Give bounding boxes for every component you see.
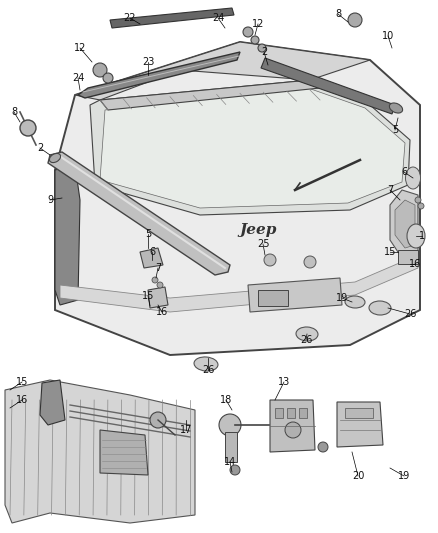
Polygon shape <box>60 255 418 312</box>
Polygon shape <box>40 380 65 425</box>
Text: 16: 16 <box>156 307 168 317</box>
Polygon shape <box>148 287 168 308</box>
Polygon shape <box>55 42 420 355</box>
Text: 9: 9 <box>47 195 53 205</box>
Ellipse shape <box>406 167 420 189</box>
Text: 8: 8 <box>335 9 341 19</box>
Polygon shape <box>337 402 383 447</box>
Circle shape <box>348 13 362 27</box>
Text: 12: 12 <box>252 19 264 29</box>
Circle shape <box>150 412 166 428</box>
Text: 18: 18 <box>220 395 232 405</box>
Polygon shape <box>75 42 370 100</box>
Text: 2: 2 <box>261 47 267 57</box>
Text: 6: 6 <box>149 247 155 257</box>
Text: 16: 16 <box>16 395 28 405</box>
Text: 24: 24 <box>212 13 224 23</box>
Text: 23: 23 <box>142 57 154 67</box>
Text: 19: 19 <box>398 471 410 481</box>
Polygon shape <box>100 88 405 208</box>
Text: 26: 26 <box>404 309 416 319</box>
Polygon shape <box>140 248 163 268</box>
Text: 15: 15 <box>16 377 28 387</box>
Text: 10: 10 <box>382 31 394 41</box>
Text: 12: 12 <box>74 43 86 53</box>
Text: 26: 26 <box>202 365 214 375</box>
Text: 8: 8 <box>11 107 17 117</box>
Ellipse shape <box>407 224 425 248</box>
Text: 5: 5 <box>145 229 151 239</box>
Circle shape <box>93 63 107 77</box>
Text: 24: 24 <box>72 73 84 83</box>
Text: 20: 20 <box>352 471 364 481</box>
FancyBboxPatch shape <box>299 408 307 418</box>
Ellipse shape <box>194 357 218 371</box>
Polygon shape <box>5 380 195 523</box>
Ellipse shape <box>369 301 391 315</box>
Circle shape <box>318 442 328 452</box>
Polygon shape <box>78 52 240 98</box>
FancyBboxPatch shape <box>258 290 288 306</box>
Ellipse shape <box>49 154 60 163</box>
Polygon shape <box>261 58 395 114</box>
FancyBboxPatch shape <box>398 250 418 264</box>
Text: 22: 22 <box>124 13 136 23</box>
Polygon shape <box>390 190 418 258</box>
Circle shape <box>264 254 276 266</box>
Circle shape <box>157 282 163 288</box>
Circle shape <box>418 203 424 209</box>
Circle shape <box>103 73 113 83</box>
Text: 2: 2 <box>37 143 43 153</box>
Text: 13: 13 <box>278 377 290 387</box>
Circle shape <box>251 36 259 44</box>
FancyBboxPatch shape <box>275 408 283 418</box>
Text: 14: 14 <box>224 457 236 467</box>
Polygon shape <box>48 152 230 275</box>
Circle shape <box>152 277 158 283</box>
FancyBboxPatch shape <box>225 432 237 462</box>
Circle shape <box>243 27 253 37</box>
Text: 15: 15 <box>384 247 396 257</box>
Text: 16: 16 <box>409 259 421 269</box>
Polygon shape <box>110 8 234 28</box>
Ellipse shape <box>296 327 318 341</box>
Text: 5: 5 <box>392 125 398 135</box>
Text: 1: 1 <box>419 231 425 241</box>
Circle shape <box>415 197 421 203</box>
Ellipse shape <box>345 296 365 308</box>
Polygon shape <box>270 400 315 452</box>
Circle shape <box>20 120 36 136</box>
Text: 7: 7 <box>387 185 393 195</box>
Text: 15: 15 <box>142 291 154 301</box>
Text: 17: 17 <box>180 425 192 435</box>
Circle shape <box>219 414 241 436</box>
Text: 19: 19 <box>336 293 348 303</box>
FancyBboxPatch shape <box>287 408 295 418</box>
Circle shape <box>285 422 301 438</box>
FancyBboxPatch shape <box>345 408 373 418</box>
Text: 6: 6 <box>401 167 407 177</box>
Polygon shape <box>100 430 148 475</box>
Circle shape <box>230 465 240 475</box>
Text: 7: 7 <box>155 263 161 273</box>
Polygon shape <box>55 165 80 305</box>
Text: 25: 25 <box>257 239 269 249</box>
Polygon shape <box>248 278 342 312</box>
Text: Jeep: Jeep <box>239 223 277 237</box>
Circle shape <box>304 256 316 268</box>
Polygon shape <box>100 80 320 110</box>
Text: 26: 26 <box>300 335 312 345</box>
Circle shape <box>258 44 266 52</box>
Polygon shape <box>90 80 410 215</box>
Ellipse shape <box>389 103 403 113</box>
Polygon shape <box>395 200 415 248</box>
